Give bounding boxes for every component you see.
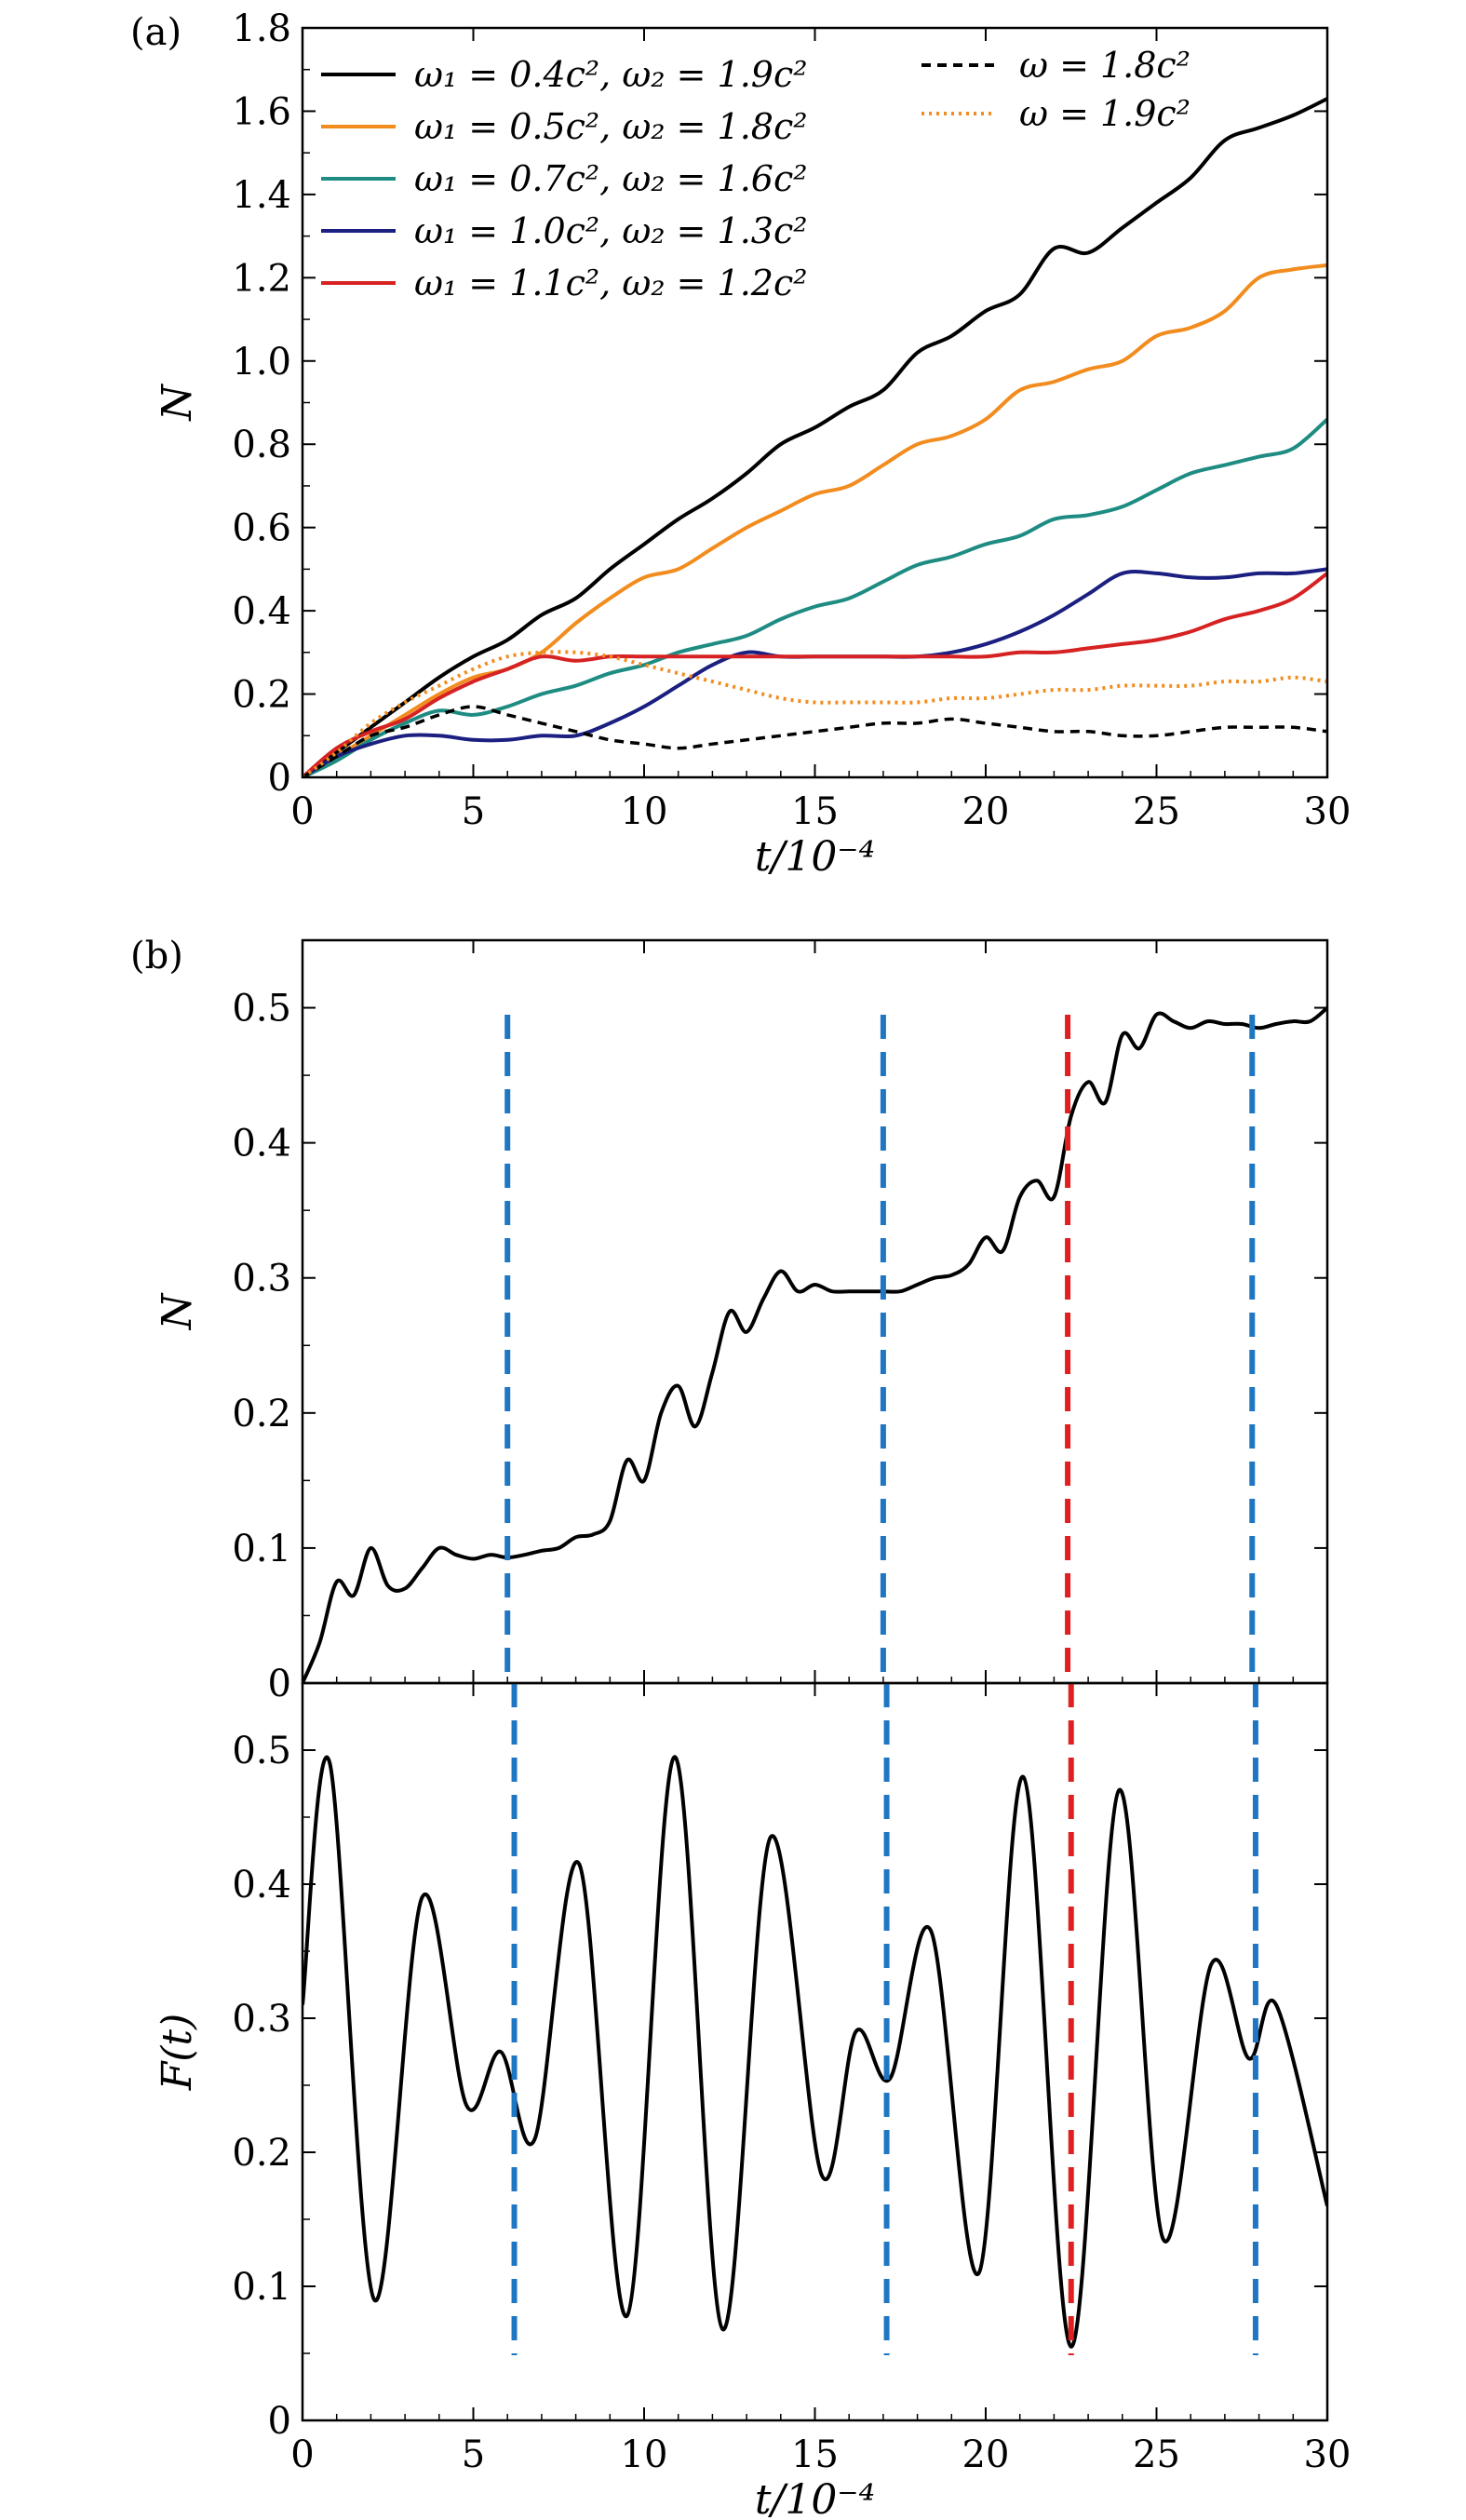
xtick-label: 20 <box>962 2433 1010 2476</box>
plot-lines <box>303 1005 1327 1683</box>
xtick-label: 5 <box>462 790 485 833</box>
ytick-label: 0.1 <box>232 1528 291 1570</box>
xtick-label: 25 <box>1133 790 1180 833</box>
axes-frame <box>301 938 1329 1685</box>
legend-label-3: ω₁ = 0.7c², ω₂ = 1.6c² <box>414 158 808 199</box>
x-axis-label: t/10⁻⁴ <box>755 2476 875 2520</box>
xtick-label: 5 <box>462 2433 485 2476</box>
panel-a-label: (a) <box>130 11 182 54</box>
xtick-label: 25 <box>1133 2433 1180 2476</box>
legend-a: ω₁ = 0.4c², ω₂ = 1.9c² ω₁ = 0.5c², ω₂ = 1… <box>321 45 1190 303</box>
axes-c: 0 0.1 0.2 0.3 0.4 0.5 0 5 10 15 20 25 30 F(t) t/10⁻⁴ <box>154 1681 1352 2520</box>
ytick-label: 0.3 <box>232 1258 291 1300</box>
ytick-label: 0 <box>268 757 291 800</box>
ytick-label: 0.5 <box>232 1730 291 1772</box>
y-axis-label: N <box>154 1292 201 1330</box>
xtick-label: 10 <box>621 790 668 833</box>
ytick-label: 0.6 <box>232 507 291 550</box>
y-axis-label: N <box>154 384 201 422</box>
ytick-label: 0 <box>268 2400 291 2443</box>
ytick-label: 0.4 <box>232 590 291 633</box>
series-line-4 <box>303 567 1327 777</box>
ytick-label: 0.4 <box>232 1123 291 1166</box>
legend-label-7: ω = 1.9c² <box>1019 93 1190 134</box>
series-line-6 <box>303 705 1327 777</box>
ytick-label: 0.4 <box>232 1864 291 1907</box>
ytick-label: 1.0 <box>232 341 291 384</box>
ytick-label: 1.4 <box>232 174 291 217</box>
ytick-label: 0.2 <box>232 2132 291 2175</box>
y-axis-label: F(t) <box>154 2014 201 2092</box>
ytick-label: 0.1 <box>232 2266 291 2309</box>
ytick-label: 1.6 <box>232 90 291 133</box>
axes-b: 0 0.1 0.2 0.3 0.4 0.5 N <box>154 938 1329 1705</box>
xtick-label: 30 <box>1304 2433 1352 2476</box>
series-line-1 <box>303 1755 1327 2349</box>
ytick-label: 1.8 <box>232 7 291 50</box>
x-axis-label: t/10⁻⁴ <box>755 833 875 881</box>
ytick-label: 0.8 <box>232 424 291 466</box>
ytick-label: 0.5 <box>232 988 291 1031</box>
legend-label-2: ω₁ = 0.5c², ω₂ = 1.8c² <box>414 106 808 147</box>
ytick-label: 1.2 <box>232 257 291 300</box>
series-line-5 <box>303 572 1327 777</box>
xtick-label: 30 <box>1304 790 1352 833</box>
legend-label-5: ω₁ = 1.1c², ω₂ = 1.2c² <box>414 263 808 303</box>
panel-b-label: (b) <box>130 935 183 977</box>
plot-lines <box>303 1755 1327 2349</box>
series-line-3 <box>303 417 1327 777</box>
axes-a: 0 0.2 0.4 0.6 0.8 1.0 1.2 1.4 1.6 1.8 0 5 10 15 20 25 30… <box>154 7 1351 881</box>
series-line-1 <box>303 97 1327 777</box>
legend-label-4: ω₁ = 1.0c², ω₂ = 1.3c² <box>414 210 808 251</box>
plot-lines <box>303 97 1327 777</box>
legend-label-1: ω₁ = 0.4c², ω₂ = 1.9c² <box>414 54 808 95</box>
ytick-label: 0.3 <box>232 1998 291 2041</box>
legend-label-6: ω = 1.8c² <box>1019 45 1190 86</box>
ytick-label: 0.2 <box>232 674 291 717</box>
xtick-label: 20 <box>962 790 1010 833</box>
series-line-1 <box>303 1005 1327 1683</box>
series-line-2 <box>303 263 1327 777</box>
xtick-label: 10 <box>621 2433 668 2476</box>
ytick-label: 0 <box>268 1663 291 1705</box>
ytick-label: 0.2 <box>232 1393 291 1435</box>
xtick-label: 15 <box>791 790 839 833</box>
series-line-7 <box>303 650 1327 777</box>
xtick-label: 15 <box>791 2433 839 2476</box>
xtick-label: 0 <box>290 790 314 833</box>
xtick-label: 0 <box>290 2433 314 2476</box>
